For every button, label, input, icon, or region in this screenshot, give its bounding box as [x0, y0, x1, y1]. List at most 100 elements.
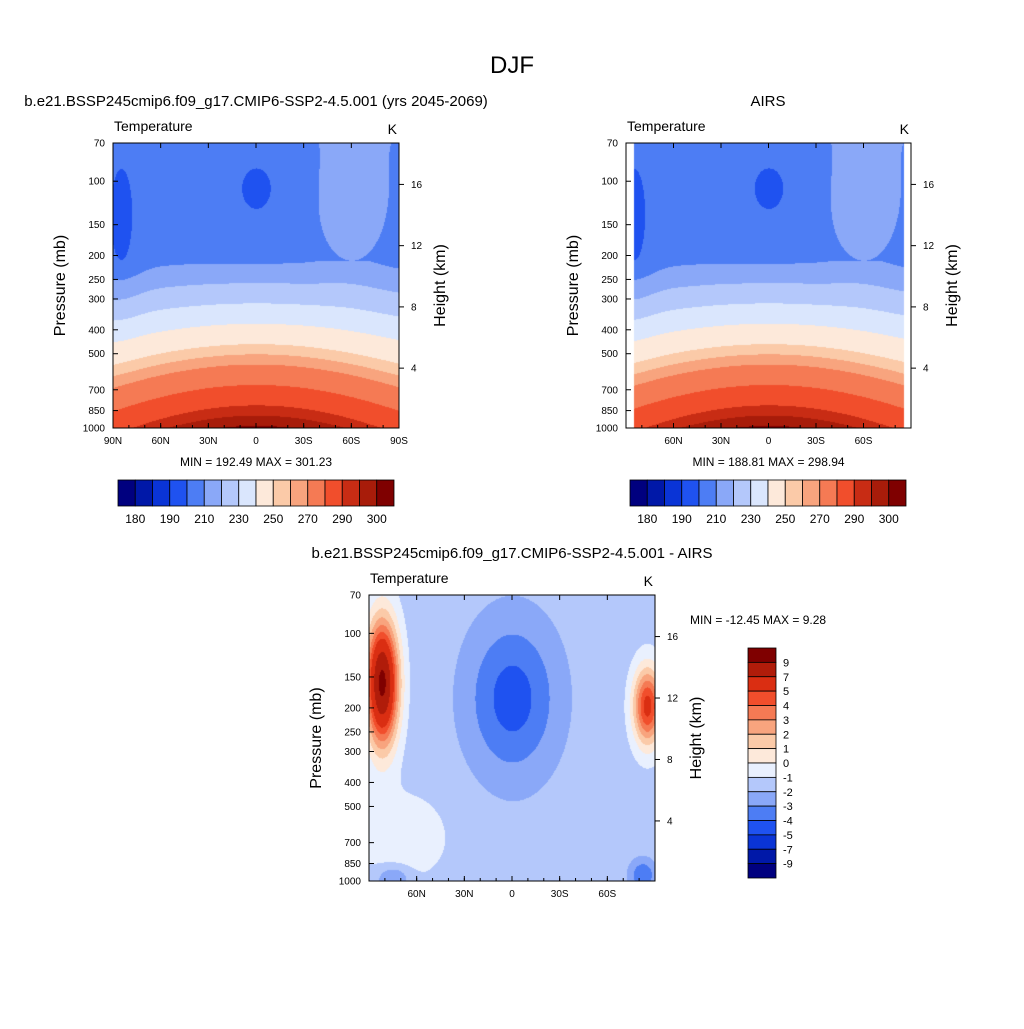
panel-title: b.e21.BSSP245cmip6.f09_g17.CMIP6-SSP2-4.…: [24, 93, 488, 110]
colorbar-label: 0: [783, 758, 789, 770]
height-tick-label: 16: [923, 180, 935, 191]
colorbar-swatch: [888, 479, 907, 507]
y-tick-label: 250: [88, 275, 105, 286]
colorbar-label: -3: [783, 801, 793, 813]
x-tick-label: 60S: [855, 436, 873, 447]
y-tick-label: 500: [601, 349, 618, 360]
height-tick-label: 16: [411, 180, 423, 191]
colorbar-swatch: [747, 647, 777, 663]
y-tick-label: 700: [601, 385, 618, 396]
x-tick-label: 60S: [342, 436, 360, 447]
y-tick-label: 70: [607, 139, 619, 150]
colorbar-swatch: [186, 479, 205, 507]
colorbar-label: 3: [783, 715, 789, 727]
colorbar-label: 250: [263, 512, 283, 526]
x-tick-label: 0: [253, 436, 259, 447]
colorbar-label: -7: [783, 844, 793, 856]
y-tick-label: 70: [94, 139, 106, 150]
colorbar-swatch: [747, 661, 777, 678]
y-tick-label: 100: [344, 629, 361, 640]
y-tick-label: 850: [601, 406, 618, 417]
height-tick-label: 16: [667, 632, 679, 643]
y-tick-label: 200: [344, 703, 361, 714]
x-tick-label: 30S: [807, 436, 825, 447]
x-tick-label: 60S: [598, 889, 616, 900]
height-tick-label: 8: [411, 302, 417, 313]
units-label: K: [388, 121, 398, 137]
y-tick-label: 850: [88, 406, 105, 417]
x-tick-label: 90N: [104, 436, 122, 447]
colorbar-swatch: [747, 848, 777, 865]
colorbar-swatch: [733, 479, 752, 507]
height-tick-label: 4: [923, 364, 929, 375]
colorbar-label: 300: [879, 512, 899, 526]
contour-field: [113, 143, 399, 428]
x-tick-label: 90S: [390, 436, 408, 447]
colorbar-label: 190: [160, 512, 180, 526]
y-tick-label: 400: [601, 325, 618, 336]
height-tick-label: 12: [923, 241, 935, 252]
colorbar-swatch: [629, 479, 648, 507]
colorbar-label: 270: [298, 512, 318, 526]
colorbar-swatch: [272, 479, 291, 507]
colorbar-swatch: [767, 479, 786, 507]
contour-field: [626, 143, 911, 428]
colorbar-label: -5: [783, 830, 793, 842]
colorbar-label: 290: [332, 512, 352, 526]
colorbar-label: 210: [706, 512, 726, 526]
x-tick-label: 60N: [407, 889, 425, 900]
colorbar-swatch: [255, 479, 274, 507]
colorbar-label: 2: [783, 729, 789, 741]
y-axis-label: Pressure (mb): [565, 235, 582, 336]
colorbar-swatch: [747, 776, 777, 793]
colorbar-swatch: [747, 805, 777, 821]
colorbar-label: -4: [783, 816, 793, 828]
stats-text: MIN = 192.49 MAX = 301.23: [180, 455, 332, 469]
colorbar-swatch: [221, 479, 240, 507]
colorbar-label: -1: [783, 772, 793, 784]
panel-title: AIRS: [750, 93, 785, 110]
y-tick-label: 70: [350, 591, 362, 602]
colorbar-label: 270: [810, 512, 830, 526]
colorbar-swatch: [747, 676, 777, 692]
colorbar-swatch: [307, 479, 326, 507]
units-label: K: [644, 573, 654, 589]
x-tick-label: 0: [509, 889, 515, 900]
colorbar-swatch: [802, 479, 821, 507]
y-tick-label: 300: [344, 747, 361, 758]
height-tick-label: 4: [411, 364, 417, 375]
y-tick-label: 100: [601, 177, 618, 188]
colorbar-label: 1: [783, 744, 789, 756]
colorbar-label: 180: [125, 512, 145, 526]
height-tick-label: 8: [667, 755, 673, 766]
y-tick-label: 300: [601, 294, 618, 305]
y-tick-label: 850: [344, 859, 361, 870]
panel-title: b.e21.BSSP245cmip6.f09_g17.CMIP6-SSP2-4.…: [311, 545, 712, 562]
colorbar-swatch: [152, 479, 171, 507]
colorbar-label: 9: [783, 657, 789, 669]
colorbar-swatch: [341, 479, 360, 507]
height-tick-label: 12: [667, 694, 679, 705]
colorbar-label: 4: [783, 701, 789, 713]
stats-text: MIN = 188.81 MAX = 298.94: [692, 455, 844, 469]
colorbar-label: 210: [194, 512, 214, 526]
colorbar-swatch: [819, 479, 838, 507]
y-tick-label: 1000: [83, 424, 106, 435]
y-tick-label: 700: [88, 385, 105, 396]
height-tick-label: 4: [667, 816, 673, 827]
colorbar-swatch: [784, 479, 803, 507]
panel-2: AIRS Temperature K 70 100 150 200 250 300 400 500 7…: [565, 93, 961, 526]
units-label: K: [900, 121, 910, 137]
colorbar: 180 190 210 230 250 270 290 300: [117, 479, 395, 526]
colorbar-swatch: [836, 479, 855, 507]
y-tick-label: 150: [344, 672, 361, 683]
x-tick-label: 60N: [151, 436, 169, 447]
x-tick-label: 0: [766, 436, 772, 447]
variable-label: Temperature: [370, 570, 449, 586]
y-tick-label: 1000: [596, 424, 619, 435]
colorbar-swatch: [747, 733, 777, 750]
x-tick-label: 30S: [295, 436, 313, 447]
panel-1: b.e21.BSSP245cmip6.f09_g17.CMIP6-SSP2-4.…: [24, 93, 488, 526]
colorbar-label: 230: [741, 512, 761, 526]
y-axis-right-label: Height (km): [944, 244, 961, 327]
